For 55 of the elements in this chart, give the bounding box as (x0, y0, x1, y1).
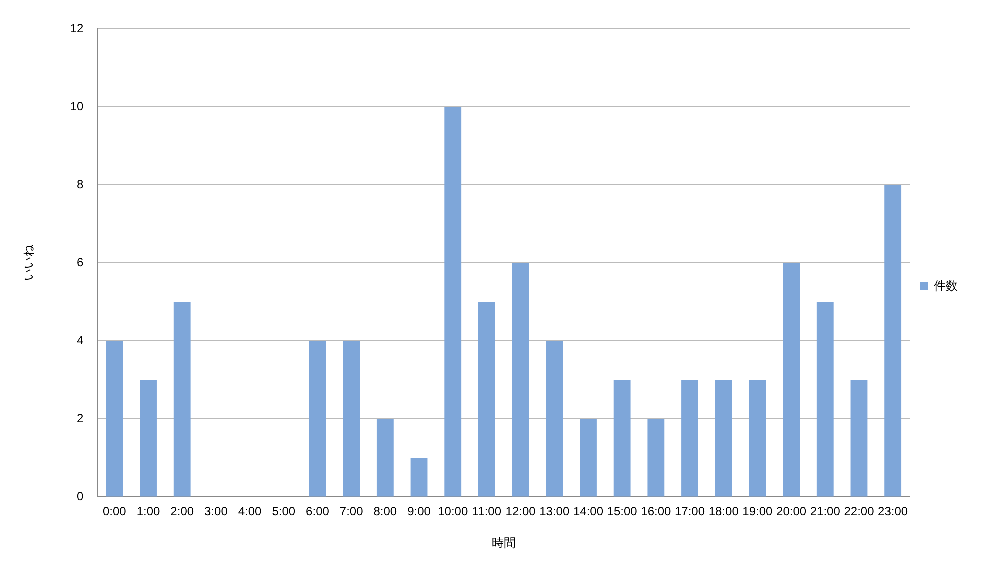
x-tick-label: 1:00 (136, 504, 161, 519)
bar (512, 263, 530, 497)
x-tick-label: 19:00 (742, 504, 774, 519)
x-tick-label: 4:00 (238, 504, 262, 519)
x-tick-label: 11:00 (472, 504, 502, 519)
y-tick-label: 2 (77, 412, 84, 426)
x-tick-label: 2:00 (170, 504, 194, 519)
x-tick-label: 3:00 (204, 504, 228, 519)
bar (376, 419, 394, 497)
x-tick-label: 20:00 (776, 504, 807, 519)
bar (343, 341, 360, 497)
x-tick-label: 5:00 (272, 504, 296, 519)
y-tick-label: 6 (77, 256, 84, 270)
x-tick-label: 17:00 (675, 504, 706, 519)
bar (410, 458, 428, 497)
x-tick-label: 14:00 (573, 504, 604, 519)
bar (614, 380, 631, 497)
x-axis-title: 時間 (492, 536, 516, 550)
bar (444, 107, 462, 497)
x-tick-label: 10:00 (438, 504, 468, 519)
bar (174, 302, 191, 497)
bar (478, 302, 496, 497)
y-tick-label: 12 (70, 22, 84, 36)
bar (648, 419, 665, 497)
x-tick-label: 15:00 (607, 504, 638, 519)
x-tick-label: 21:00 (810, 504, 841, 519)
bar (783, 263, 800, 497)
y-tick-label: 8 (77, 178, 84, 192)
x-tick-label: 0:00 (102, 504, 127, 519)
x-tick-label: 6:00 (306, 504, 330, 519)
x-tick-label: 13:00 (540, 504, 570, 519)
bar (884, 185, 902, 497)
y-tick-label: 4 (77, 334, 84, 348)
bar (580, 419, 597, 497)
bar (850, 380, 868, 497)
legend-label: 件数 (934, 278, 958, 293)
bar (749, 380, 766, 497)
bar (715, 380, 732, 497)
y-tick-label: 0 (77, 490, 84, 504)
bar (106, 341, 124, 497)
x-tick-label: 8:00 (374, 504, 398, 519)
bar (682, 380, 698, 497)
x-tick-label: 9:00 (408, 504, 432, 519)
y-axis-title: いいね (22, 244, 36, 282)
x-tick-label: 7:00 (340, 504, 364, 519)
x-tick-label: 16:00 (641, 504, 672, 519)
x-tick-label: 22:00 (844, 504, 875, 519)
bar (816, 302, 834, 497)
bar (546, 341, 564, 497)
bar (309, 341, 326, 497)
bar (140, 380, 157, 497)
x-tick-label: 18:00 (708, 504, 740, 519)
y-tick-label: 10 (70, 100, 84, 114)
x-tick-label: 23:00 (878, 504, 908, 519)
x-tick-label: 12:00 (506, 504, 536, 519)
